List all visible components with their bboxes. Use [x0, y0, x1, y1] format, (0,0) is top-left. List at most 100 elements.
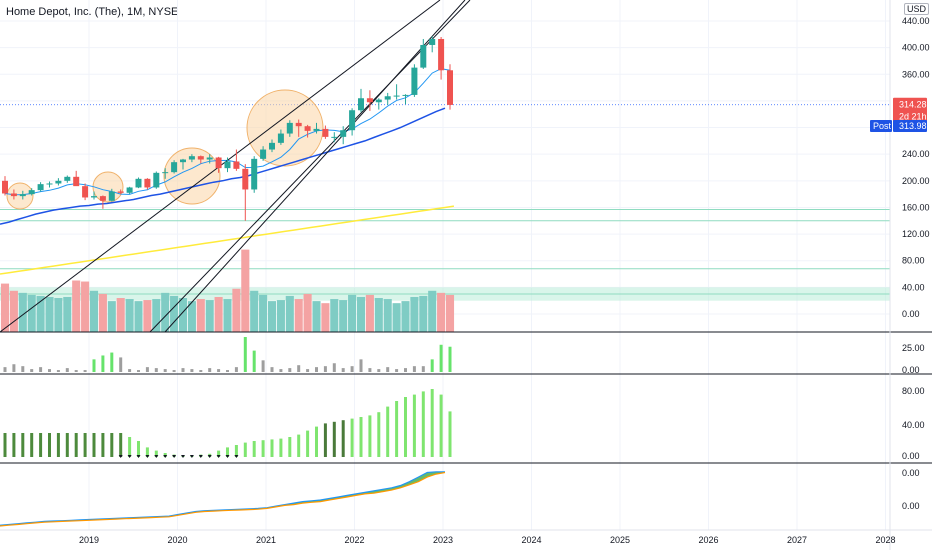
oscillator-1-bar: [332, 363, 336, 372]
candles: [2, 36, 453, 221]
oscillator-2-bar: [404, 397, 407, 457]
candle-body: [358, 98, 364, 111]
volume-bar: [187, 301, 196, 332]
volume-bar: [98, 293, 107, 332]
price-axis-tick: 200.00: [902, 176, 930, 186]
oscillator-2-tick: 80.00: [902, 386, 925, 396]
oscillator-1-bar: [386, 367, 390, 372]
oscillator-2-bar: [56, 433, 60, 457]
oscillator-2-marker: [172, 455, 177, 458]
oscillator-2-tick: 0.00: [902, 451, 920, 461]
oscillator-1-bar: [439, 344, 443, 372]
oscillator-2-marker: [207, 455, 212, 458]
candle-body: [135, 178, 142, 188]
post-price-box: [893, 120, 927, 132]
oscillator-1-bar: [217, 369, 221, 372]
volume-bar: [374, 298, 383, 332]
oscillator-1-bar: [395, 369, 399, 372]
volume-bar: [0, 283, 10, 332]
oscillator-1-bar: [48, 369, 51, 372]
ma-fast-line: [4, 68, 451, 196]
time-axis-tick: 2023: [433, 535, 453, 545]
oscillator-1-bar: [306, 369, 310, 372]
volume-bar: [276, 300, 285, 332]
oscillator-2-bar: [21, 433, 25, 457]
oscillator-1-bar: [368, 368, 372, 372]
annotation-circles: [6, 89, 324, 210]
oscillator-2-bar: [279, 438, 283, 457]
oscillator-1-bar: [261, 360, 265, 372]
oscillator-1-bar: [270, 367, 274, 372]
candle-body: [349, 110, 356, 131]
oscillator-1-bar: [341, 368, 345, 372]
volume-bar: [330, 299, 339, 332]
candle-body: [99, 196, 106, 201]
oscillator-2-bar: [448, 411, 452, 457]
trend-line: [149, 0, 471, 333]
candle-body: [82, 186, 89, 198]
price-axis-tick: 440.00: [902, 16, 930, 26]
highlight-circle: [246, 89, 324, 167]
oscillator-1-bar: [74, 370, 78, 372]
candle-body: [242, 168, 249, 190]
oscillator-2-marker: [145, 455, 150, 458]
oscillator-1-bar: [101, 355, 105, 372]
oscillator-1-bar: [234, 367, 238, 372]
oscillator-2-marker: [163, 455, 168, 458]
time-axis-tick: 2027: [787, 535, 807, 545]
candle-body: [117, 191, 124, 193]
candle-body: [2, 180, 8, 194]
candle-body: [393, 95, 400, 97]
volume-bar: [89, 290, 99, 332]
oscillator-1-bar: [412, 366, 416, 372]
candle-body: [108, 191, 115, 201]
oscillator-1-tick: 25.00: [902, 343, 925, 353]
volume-bar: [250, 290, 259, 332]
candle-body: [260, 149, 267, 159]
candle-body: [188, 156, 195, 160]
candle-body: [295, 122, 302, 127]
oscillator-2-bar: [421, 391, 425, 457]
candle-body: [438, 38, 445, 71]
candle-body: [420, 44, 427, 68]
candle-body: [37, 184, 44, 191]
volume-bar: [419, 295, 428, 332]
trend-line: [164, 0, 466, 333]
volume-bar: [205, 300, 214, 332]
volume-bar: [36, 295, 45, 332]
candle-body: [233, 161, 240, 169]
oscillator-2-marker: [136, 455, 141, 458]
oscillator-2-bar: [30, 433, 34, 457]
oscillator-2-bar: [332, 421, 336, 457]
volume-bar: [161, 292, 170, 332]
volume-bar: [410, 296, 419, 332]
volume-bar: [152, 299, 161, 332]
oscillator-1-bar: [350, 366, 354, 372]
candle-body: [19, 194, 26, 197]
oscillator-2-bar: [145, 447, 149, 457]
oscillator-1-bar: [377, 369, 381, 372]
oscillator-1-bar: [279, 369, 283, 372]
post-tag-text: Post: [873, 121, 892, 131]
candle-body: [144, 178, 151, 188]
oscillator-1-bar: [190, 369, 194, 372]
time-axis-tick: 2021: [256, 535, 276, 545]
oscillator-1-bar: [92, 359, 96, 372]
oscillator-2-bar: [119, 433, 123, 457]
volume-bar: [339, 300, 348, 332]
ma-mid-line: [0, 107, 446, 225]
oscillator-1-bar: [21, 366, 25, 372]
volume-bar: [303, 293, 312, 332]
oscillator-2-marker: [154, 455, 159, 458]
currency-label[interactable]: USD: [904, 3, 930, 15]
oscillator-2-marker: [234, 455, 239, 458]
candle-body: [402, 94, 409, 96]
candle-body: [171, 162, 178, 173]
oscillator-2-bar: [261, 440, 265, 457]
volume-bar: [285, 295, 294, 332]
oscillator-1-bar: [226, 370, 229, 372]
oscillator-2-marker: [118, 455, 123, 458]
volume-bar: [18, 292, 27, 332]
volume-bar: [232, 288, 241, 332]
